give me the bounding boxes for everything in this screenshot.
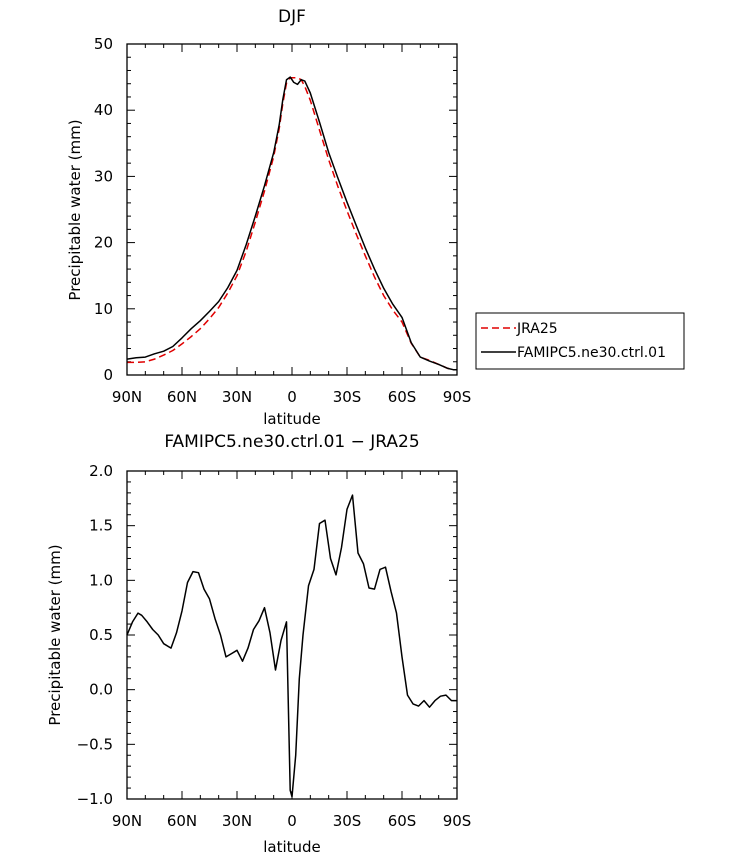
- bottom-ticks: 90N 60N 30N 0 30S 60S 90S −1.0 −0.5 0.0 0.5 1.0 1.5 2…: [77, 462, 472, 830]
- y-tick-label: −1.0: [77, 790, 113, 808]
- x-tick-label: 60N: [167, 812, 197, 830]
- x-tick-label: 90N: [112, 812, 142, 830]
- y-tick-label: −0.5: [77, 735, 113, 753]
- y-tick-label: 10: [94, 300, 113, 318]
- bottom-y-axis-title: Precipitable water (mm): [46, 544, 64, 725]
- x-tick-label: 90S: [443, 812, 472, 830]
- x-tick-label: 60S: [388, 812, 417, 830]
- y-tick-label: 1.0: [89, 571, 113, 589]
- legend-box: [475, 312, 685, 370]
- x-tick-label: 30S: [333, 388, 362, 406]
- x-tick-label: 0: [287, 812, 297, 830]
- series-line-difference: [126, 494, 457, 798]
- bottom-panel: FAMIPC5.ne30.ctrl.01 − JRA25 90N 60N 30N 0 3…: [46, 432, 471, 856]
- y-tick-label: 50: [94, 35, 113, 53]
- y-tick-label: 0.5: [89, 626, 113, 644]
- top-series-group: [126, 76, 457, 371]
- x-tick-label: 30N: [222, 812, 252, 830]
- y-tick-label: 0: [103, 366, 113, 384]
- series-line-jra25: [127, 77, 457, 371]
- x-tick-label: 0: [287, 388, 297, 406]
- legend-label-famipc5: FAMIPC5.ne30.ctrl.01: [517, 345, 666, 361]
- y-tick-label: 40: [94, 101, 113, 119]
- bottom-plot-frame: [126, 470, 458, 800]
- top-plot-frame: [126, 43, 458, 376]
- top-y-axis-title: Precipitable water (mm): [66, 119, 84, 300]
- top-x-axis-title: latitude: [263, 410, 321, 428]
- y-tick-label: 30: [94, 167, 113, 185]
- x-tick-label: 90N: [112, 388, 142, 406]
- bottom-chart-title: FAMIPC5.ne30.ctrl.01 − JRA25: [164, 432, 419, 452]
- bottom-x-axis-title: latitude: [263, 838, 321, 856]
- bottom-series-group: [126, 494, 457, 798]
- y-tick-label: 2.0: [89, 462, 113, 480]
- x-tick-label: 30S: [333, 812, 362, 830]
- series-line-famipc5-ne30-ctrl-01: [126, 76, 457, 371]
- y-tick-label: 20: [94, 234, 113, 252]
- top-panel: DJF 90N 60N 30N 0 30S 60S 90S 0 10 20 30 40 50 latit…: [66, 7, 471, 428]
- x-tick-label: 30N: [222, 388, 252, 406]
- x-tick-label: 60N: [167, 388, 197, 406]
- y-tick-label: 0.0: [89, 681, 113, 699]
- top-chart-title: DJF: [278, 7, 306, 27]
- y-tick-label: 1.5: [89, 517, 113, 535]
- top-ticks: 90N 60N 30N 0 30S 60S 90S 0 10 20 30 40 50: [94, 35, 471, 406]
- x-tick-label: 60S: [388, 388, 417, 406]
- x-tick-label: 90S: [443, 388, 472, 406]
- legend: JRA25 FAMIPC5.ne30.ctrl.01: [475, 312, 685, 370]
- legend-label-jra25: JRA25: [516, 321, 558, 337]
